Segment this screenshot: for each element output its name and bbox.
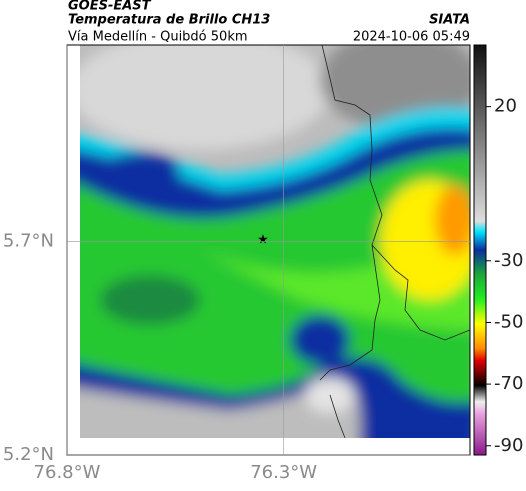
timestamp: 2024-10-06 05:49 (353, 30, 470, 45)
colorbar-tick-label: -30 (494, 250, 523, 271)
colorbar-tick-label: -50 (494, 311, 523, 332)
colorbar-tick-label: -70 (494, 373, 523, 394)
axes: 76.8°W 76.3°W 5.2°N 5.7°N 20 -30 -50 -70 -90 (3, 45, 523, 483)
x-tick-label: 76.8°W (34, 462, 101, 483)
source: SIATA (429, 13, 470, 28)
y-tick-label: 5.7°N (3, 230, 54, 251)
colorbar-tick-label: -90 (494, 435, 523, 456)
y-tick-label: 5.2°N (3, 444, 54, 465)
satellite: GOES-EAST (68, 0, 152, 14)
location-marker: ★ (257, 233, 269, 248)
satellite-image: ★ (80, 45, 470, 438)
product: Temperatura de Brillo CH13 (68, 13, 270, 28)
route: Vía Medellín - Quibdó 50km (68, 30, 248, 45)
colorbar-tick-label: 20 (494, 96, 517, 117)
x-tick-label: 76.3°W (250, 462, 317, 483)
border (319, 45, 470, 438)
colorbar (473, 44, 487, 456)
